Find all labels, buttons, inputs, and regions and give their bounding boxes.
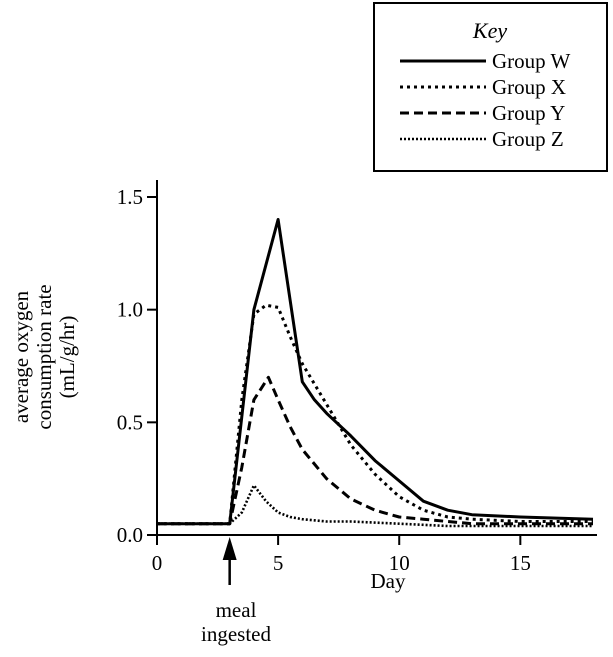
y-tick-label: 1.0 <box>117 298 143 322</box>
y-tick-label: 0.0 <box>117 523 143 547</box>
series-line-group-x <box>157 303 593 526</box>
meal-annotation: meal ingested <box>201 537 271 646</box>
series-line-group-z <box>157 484 593 528</box>
legend-label-group-y: Group Y <box>492 101 565 125</box>
legend-label-group-w: Group W <box>492 49 571 73</box>
x-tick-label: 5 <box>273 551 284 575</box>
x-tick-label: 0 <box>152 551 163 575</box>
meal-label-line-2: ingested <box>201 622 271 646</box>
legend-box <box>373 2 608 172</box>
x-tick-label: 10 <box>389 551 410 575</box>
legend-title: Key <box>472 18 507 43</box>
y-axis-title-line-2: consumption rate <box>32 284 56 429</box>
meal-arrow-head <box>222 537 237 560</box>
legend-label-group-x: Group X <box>492 75 566 99</box>
axes: 0.0 0.5 1.0 1.5 0 5 10 15 <box>117 180 597 575</box>
x-tick-label: 15 <box>510 551 531 575</box>
series-line-group-w <box>157 218 594 526</box>
x-axis-title: Day <box>371 569 406 593</box>
y-axis-title-line-3: (mL/g/hr) <box>55 316 79 399</box>
meal-label-line-1: meal <box>216 598 257 622</box>
y-axis-title: average oxygen consumption rate (mL/g/hr… <box>9 284 79 429</box>
y-ticks: 0.0 0.5 1.0 1.5 <box>117 185 157 547</box>
legend-label-group-z: Group Z <box>492 127 564 151</box>
series-lines <box>157 218 594 528</box>
y-tick-label: 0.5 <box>117 410 143 434</box>
series-line-group-y <box>157 375 593 526</box>
y-tick-label: 1.5 <box>117 185 143 209</box>
x-ticks: 0 5 10 15 <box>152 535 531 575</box>
y-axis-title-line-1: average oxygen <box>9 290 33 423</box>
